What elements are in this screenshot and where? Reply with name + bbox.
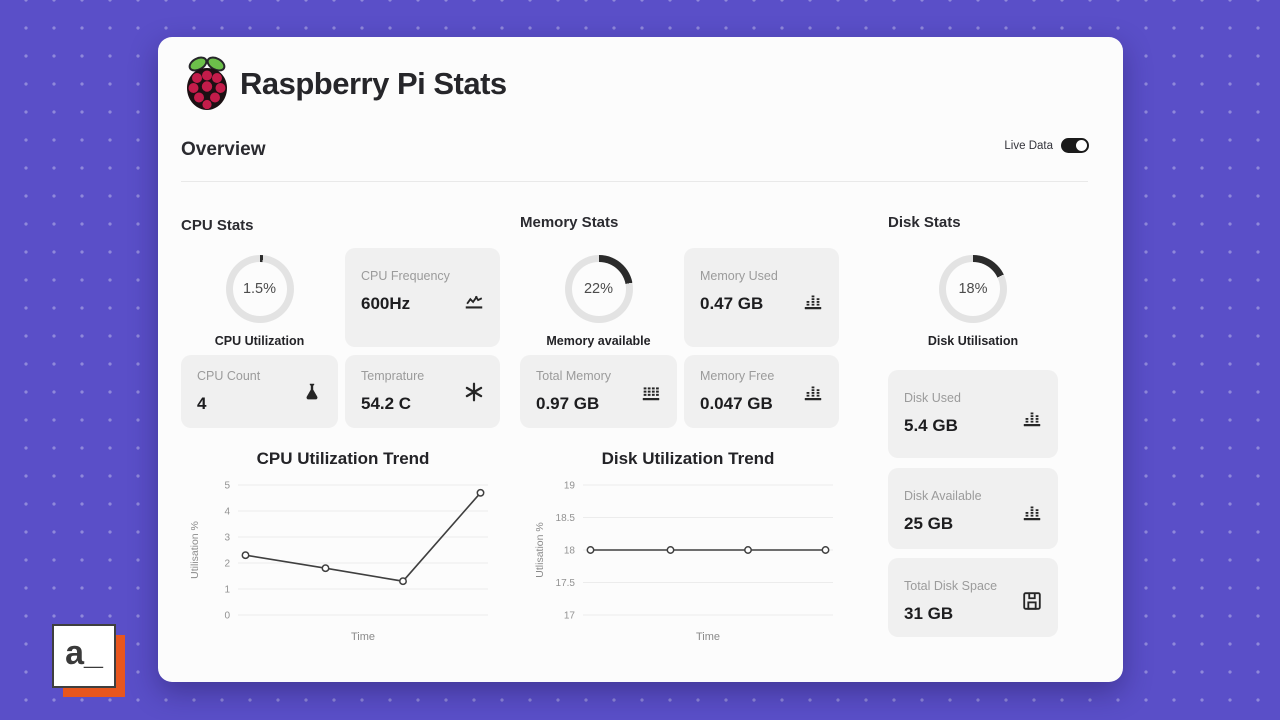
cpu-count-card: CPU Count 4 [181,355,338,428]
memory-grid-icon [642,386,660,400]
disk-utilisation-donut-block: 18% Disk Utilisation [888,249,1058,348]
total-disk-space-card: Total Disk Space 31 GB [888,558,1058,637]
total-disk-space-value: 31 GB [904,604,954,623]
cpu-frequency-card: CPU Frequency 600Hz [345,248,500,347]
memory-free-card: Memory Free 0.047 GB [684,355,839,428]
cpu-utilization-trend-chart: CPU Utilization Trend 0 1 2 3 4 5 Utilisation … [188,449,498,643]
live-data-label: Live Data [1004,139,1053,152]
disk-utilization-trend-chart: Disk Utilization Trend 17 17.5 18 18.5 19 Utl… [533,449,843,643]
svg-text:Utilisation %: Utilisation % [189,521,201,579]
cpu-frequency-value: 600Hz [361,294,411,313]
disk-used-label: Disk Used [904,391,961,405]
cpu-utilization-value: 1.5% [242,281,277,297]
raspberry-pi-logo-icon [187,56,227,110]
total-memory-card: Total Memory 0.97 GB [520,355,677,428]
cpu-utilization-caption: CPU Utilization [214,334,305,348]
cpu-stats-title: CPU Stats [181,217,254,234]
cpu-chart-xlabel: Time [350,631,376,643]
cpu-frequency-label: CPU Frequency [361,269,450,283]
cpu-count-value: 4 [197,394,207,413]
toggle-knob [1076,140,1087,151]
svg-text:17.5: 17.5 [556,578,576,589]
svg-text:19: 19 [564,481,576,492]
disk-utilisation-donut: 18% [939,255,1007,323]
line-chart-icon [465,296,483,309]
cpu-utilization-donut: 1.5% [225,255,294,323]
disk-available-label: Disk Available [904,489,982,503]
dashboard-card: Raspberry Pi Stats Overview Live Data CP… [158,37,1123,682]
memory-free-value: 0.047 GB [700,394,773,413]
svg-text:17: 17 [564,611,576,622]
temperature-value: 54.2 C [361,394,412,413]
svg-text:3: 3 [224,533,230,544]
disk-used-card: Disk Used 5.4 GB [888,370,1058,458]
disk-used-value: 5.4 GB [904,416,958,435]
live-data-control: Live Data [1004,138,1089,153]
svg-text:4: 4 [224,507,230,518]
bar-chart-icon [1023,506,1041,520]
overview-heading: Overview [181,139,266,160]
svg-text:0: 0 [224,611,230,622]
page-title: Raspberry Pi Stats [240,66,507,101]
disk-utilisation-caption: Disk Utilisation [927,334,1019,348]
total-disk-space-label: Total Disk Space [904,579,998,593]
memory-available-donut-block: 22% Memory available [520,249,677,348]
disk-available-card: Disk Available 25 GB [888,468,1058,549]
bar-chart-icon [804,295,822,310]
temperature-label: Temprature [361,369,425,383]
svg-text:2: 2 [224,559,230,570]
memory-available-caption: Memory available [546,334,651,348]
memory-available-donut: 22% [564,255,633,323]
svg-text:5: 5 [224,481,230,492]
temperature-card: Temprature 54.2 C [345,355,500,428]
asterisk-icon [465,382,483,401]
appsmith-logo[interactable]: a_ [52,624,127,699]
disk-chart-plot: 17 17.5 18 18.5 19 Utlisation % [534,481,833,622]
svg-text:1: 1 [224,585,230,596]
cpu-chart-title: CPU Utilization Trend [256,449,430,468]
svg-text:Utlisation %: Utlisation % [534,522,546,577]
floppy-icon [1023,591,1041,610]
memory-stats-title: Memory Stats [520,214,619,231]
cpu-utilization-donut-block: 1.5% CPU Utilization [181,249,338,348]
disk-chart-title: Disk Utilization Trend [601,449,775,468]
live-data-toggle[interactable] [1061,138,1089,153]
svg-text:18: 18 [564,546,576,557]
svg-text:18.5: 18.5 [556,513,576,524]
memory-used-label: Memory Used [700,269,778,283]
disk-utilisation-value: 18% [958,281,988,297]
total-memory-value: 0.97 GB [536,394,600,413]
total-memory-label: Total Memory [536,369,612,383]
disk-available-value: 25 GB [904,514,954,533]
memory-available-value: 22% [583,281,614,297]
cpu-chart-plot: 0 1 2 3 4 5 Utilisation % [189,481,488,622]
flask-icon [306,383,318,399]
disk-stats-title: Disk Stats [888,214,961,231]
memory-used-card: Memory Used 0.47 GB [684,248,839,347]
bar-chart-icon [804,386,822,400]
bar-chart-icon [1023,412,1041,426]
memory-used-value: 0.47 GB [700,294,764,313]
memory-free-label: Memory Free [700,369,775,383]
appsmith-logo-mark: a_ [52,624,116,688]
disk-chart-xlabel: Time [695,631,721,643]
header-divider [181,181,1088,182]
cpu-count-label: CPU Count [197,369,261,383]
